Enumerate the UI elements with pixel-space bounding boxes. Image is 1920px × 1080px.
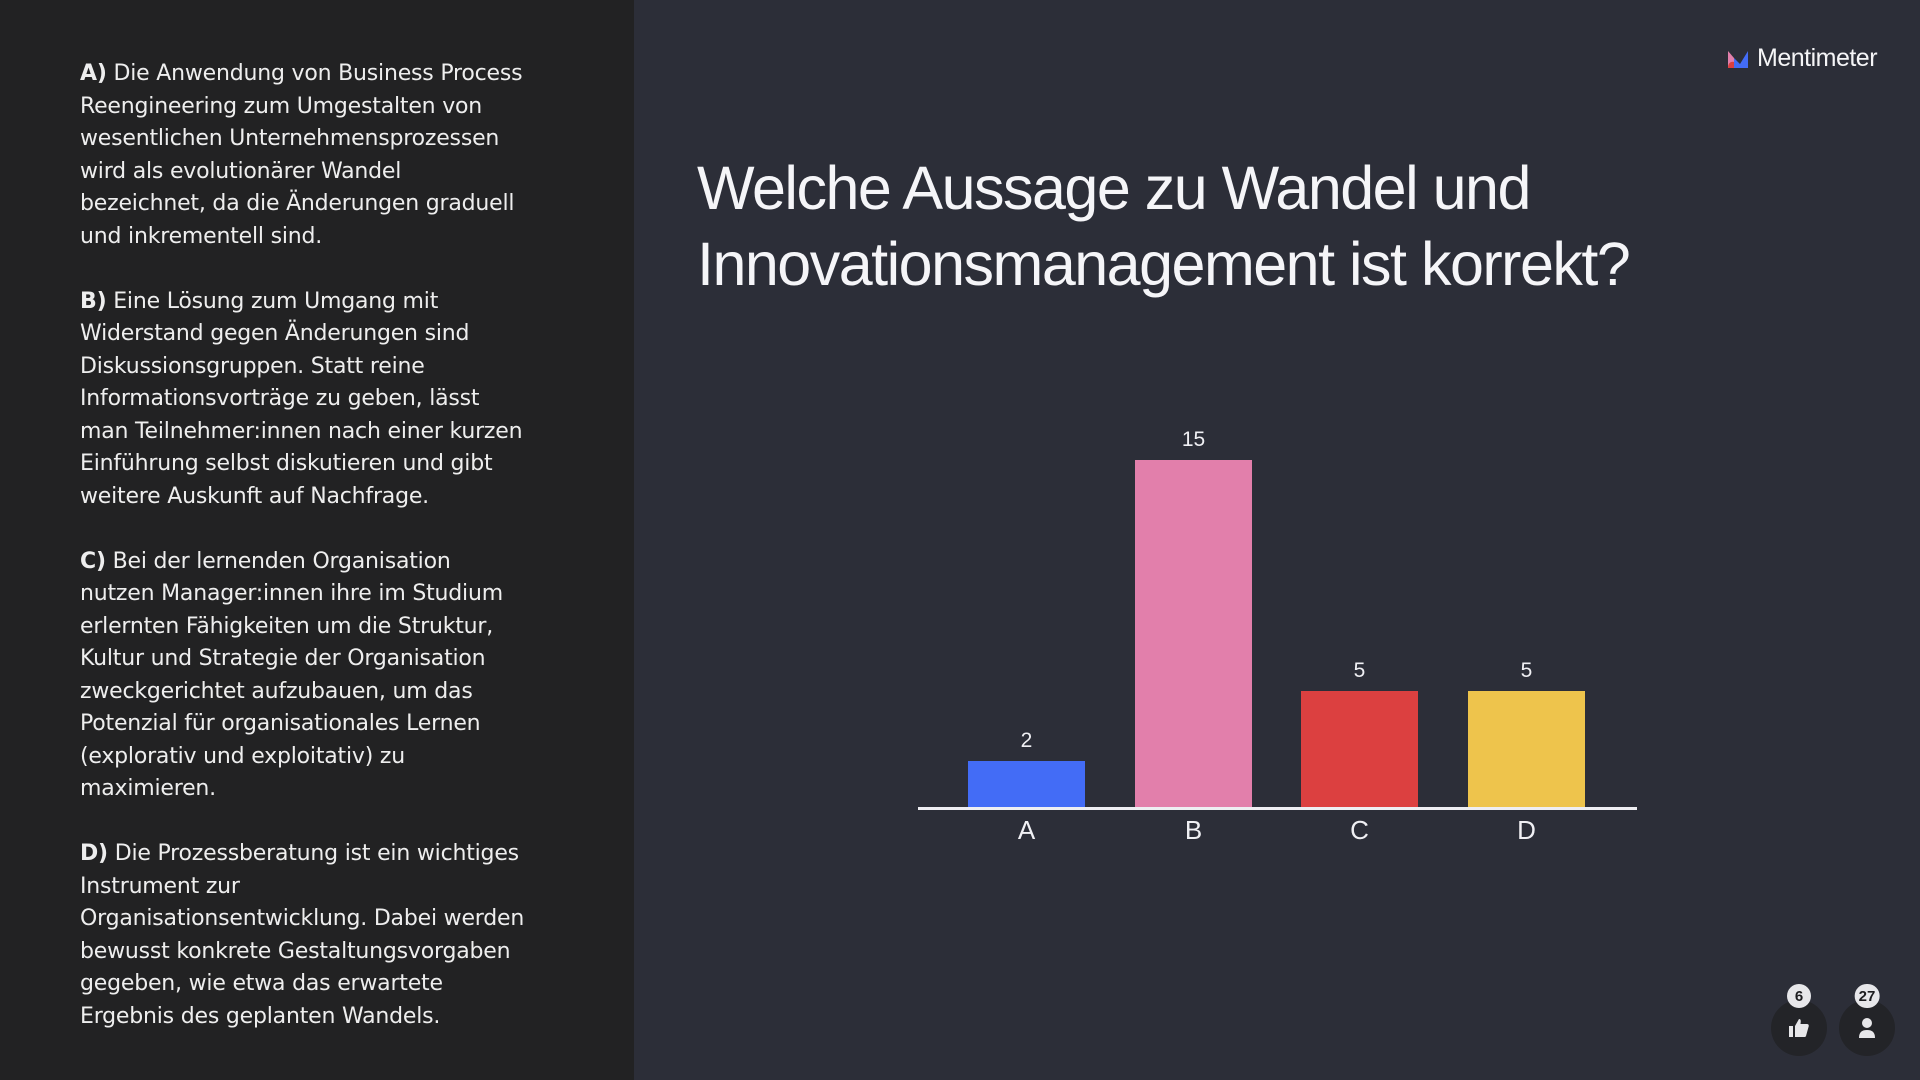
bar-c — [1301, 691, 1418, 807]
statement-text: Die Anwendung von Business Process Reeng… — [80, 61, 523, 249]
chart-baseline — [918, 807, 1637, 810]
reactions-button[interactable]: 6 — [1771, 984, 1827, 1056]
statement-text: Die Prozessberatung ist ein wichtiges In… — [80, 841, 525, 1029]
statement-letter: C) — [80, 548, 106, 574]
statement-letter: A) — [80, 61, 107, 86]
statement-d: D) Die Prozessberatung ist ein wichtiges… — [80, 838, 560, 1033]
bar-value-label: 5 — [1520, 659, 1533, 682]
bar-value-label: 15 — [1181, 428, 1206, 451]
statement-b: B) Eine Lösung zum Umgang mit Widerstand… — [80, 286, 560, 514]
participants-button[interactable]: 27 — [1839, 984, 1895, 1056]
question-title: Welche Aussage zu Wandel und Innovations… — [697, 154, 1631, 298]
reactions-count-badge: 6 — [1787, 984, 1811, 1008]
bar-d — [1468, 691, 1585, 807]
bar-b — [1135, 460, 1252, 807]
participants-count-badge: 27 — [1854, 984, 1880, 1008]
mentimeter-logo: Mentimeter — [1727, 44, 1878, 73]
bar-value-label: 5 — [1353, 659, 1366, 682]
mentimeter-logo-icon — [1728, 50, 1748, 68]
bar-value-label: 2 — [1020, 729, 1033, 752]
statements-panel: A) Die Anwendung von Business Process Re… — [0, 0, 634, 1080]
brand-name: Mentimeter — [1757, 44, 1878, 72]
statement-text: Eine Lösung zum Umgang mit Widerstand ge… — [80, 288, 523, 509]
results-bar-chart: 2 A 15 B 5 C 5 D — [918, 420, 1638, 860]
statement-letter: D) — [80, 841, 108, 866]
thumbs-up-icon — [1789, 1019, 1809, 1037]
category-label: A — [1017, 815, 1036, 845]
category-label: B — [1184, 815, 1203, 845]
statements-list: A) Die Anwendung von Business Process Re… — [80, 58, 560, 1066]
statement-a: A) Die Anwendung von Business Process Re… — [80, 58, 560, 253]
category-label: C — [1350, 815, 1369, 845]
category-label: D — [1517, 815, 1536, 845]
statement-text: Bei der lernenden Organisation nutzen Ma… — [80, 548, 503, 802]
statement-letter: B) — [80, 288, 107, 314]
statement-c: C) Bei der lernenden Organisation nutzen… — [80, 546, 560, 806]
bar-a — [968, 761, 1085, 807]
person-icon — [1859, 1018, 1875, 1038]
